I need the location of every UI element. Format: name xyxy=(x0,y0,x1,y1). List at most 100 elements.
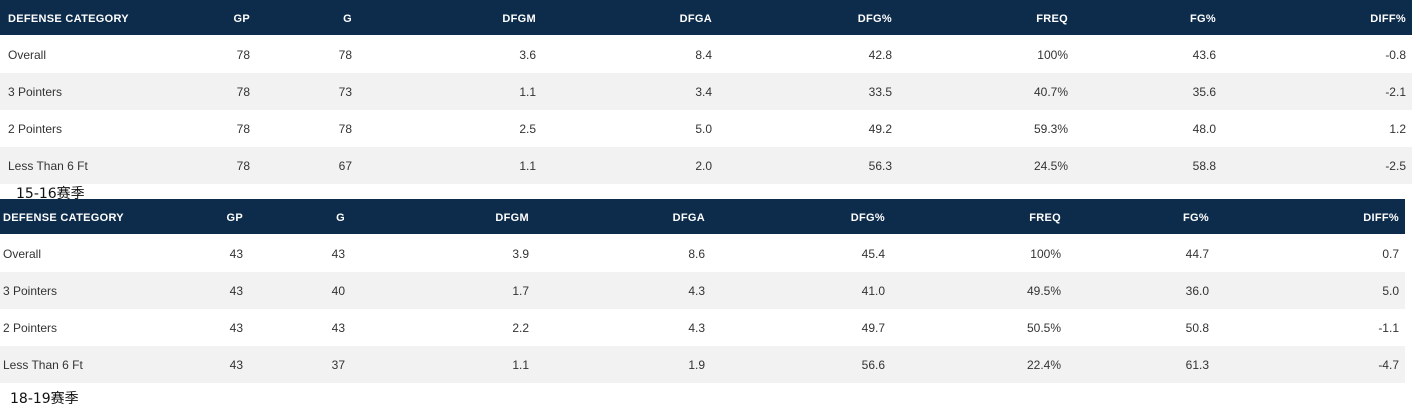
table-row: 2 Pointers 78 78 2.5 5.0 49.2 59.3% 48.0 1.2 xyxy=(0,110,1412,147)
cell-value: 100% xyxy=(1037,48,1068,62)
cell-value: -2.1 xyxy=(1385,85,1406,99)
cell-value: 1.9 xyxy=(688,358,705,372)
column-header: G xyxy=(343,13,352,25)
column-header: G xyxy=(336,212,345,224)
cell-value: 2.5 xyxy=(519,122,536,136)
column-header: FG% xyxy=(1190,13,1216,25)
cell-value: 78 xyxy=(236,85,250,99)
stats-table: DEFENSE CATEGORY GP G DFGM DFGA DFG% FREQ FG% DI… xyxy=(0,0,1412,184)
cell-value: 43.6 xyxy=(1192,48,1216,62)
season-caption: 18-19赛季 xyxy=(2,390,85,408)
cell-value: 3.4 xyxy=(695,85,712,99)
cell-value: 1.2 xyxy=(1389,122,1406,136)
cell-value: 67 xyxy=(338,159,352,173)
cell-value: 56.6 xyxy=(861,358,885,372)
cell-value: -2.5 xyxy=(1385,159,1406,173)
cell-value: 8.4 xyxy=(695,48,712,62)
column-header: DFGA xyxy=(679,13,712,25)
table-header: DEFENSE CATEGORY GP G DFGM DFGA DFG% FREQ FG% DI… xyxy=(0,199,1405,234)
cell-value: 37 xyxy=(331,358,345,372)
column-header: DIFF% xyxy=(1370,13,1406,25)
row-label: Less Than 6 Ft xyxy=(8,159,88,173)
cell-value: 1.1 xyxy=(519,85,536,99)
cell-value: 36.0 xyxy=(1185,284,1209,298)
cell-value: 41.0 xyxy=(861,284,885,298)
cell-value: 78 xyxy=(236,159,250,173)
cell-value: 3.9 xyxy=(512,247,529,261)
cell-value: 24.5% xyxy=(1033,159,1068,173)
cell-value: 43 xyxy=(229,358,243,372)
cell-value: 40 xyxy=(331,284,345,298)
column-header: DFGM xyxy=(502,13,536,25)
cell-value: 4.3 xyxy=(688,284,705,298)
cell-value: 43 xyxy=(331,247,345,261)
table-row: Less Than 6 Ft 43 37 1.1 1.9 56.6 22.4% 61.3 -4.… xyxy=(0,346,1405,383)
row-label: Overall xyxy=(8,48,47,62)
cell-value: 49.2 xyxy=(868,122,892,136)
cell-value: 44.7 xyxy=(1185,247,1209,261)
cell-value: 61.3 xyxy=(1185,358,1209,372)
cell-value: 43 xyxy=(229,284,243,298)
cell-value: 2.2 xyxy=(512,321,529,335)
cell-value: 0.7 xyxy=(1382,247,1399,261)
table-row: Overall 78 78 3.6 8.4 42.8 100% 43.6 -0.8 xyxy=(0,36,1412,73)
column-header: GP xyxy=(226,212,243,224)
cell-value: 59.3% xyxy=(1033,122,1068,136)
row-label: Overall xyxy=(3,247,42,261)
table-row: Overall 43 43 3.9 8.6 45.4 100% 44.7 0.7 xyxy=(0,235,1405,272)
cell-value: -4.7 xyxy=(1378,358,1399,372)
cell-value: 78 xyxy=(236,48,250,62)
column-header: DFGM xyxy=(495,212,529,224)
column-header: DIFF% xyxy=(1363,212,1399,224)
column-header: FG% xyxy=(1183,212,1209,224)
cell-value: 78 xyxy=(236,122,250,136)
row-label: 2 Pointers xyxy=(3,321,58,335)
table-row: 3 Pointers 78 73 1.1 3.4 33.5 40.7% 35.6 -2.1 xyxy=(0,73,1412,110)
cell-value: 42.8 xyxy=(868,48,892,62)
stats-table: DEFENSE CATEGORY GP G DFGM DFGA DFG% FREQ FG% DI… xyxy=(0,199,1405,419)
season-caption: 15-16赛季 xyxy=(8,185,91,203)
cell-value: -1.1 xyxy=(1378,321,1399,335)
cell-value: 2.0 xyxy=(695,159,712,173)
cell-value: -0.8 xyxy=(1385,48,1406,62)
column-header: DFGA xyxy=(672,212,705,224)
cell-value: 1.7 xyxy=(512,284,529,298)
row-label: 3 Pointers xyxy=(8,85,63,99)
cell-value: 8.6 xyxy=(688,247,705,261)
column-header: DFG% xyxy=(850,212,885,224)
cell-value: 43 xyxy=(229,321,243,335)
cell-value: 43 xyxy=(229,247,243,261)
cell-value: 5.0 xyxy=(695,122,712,136)
cell-value: 78 xyxy=(338,48,352,62)
table-row: 3 Pointers 43 40 1.7 4.3 41.0 49.5% 36.0 5.0 xyxy=(0,272,1405,309)
cell-value: 48.0 xyxy=(1192,122,1216,136)
column-header: FREQ xyxy=(1029,212,1061,224)
cell-value: 100% xyxy=(1030,247,1061,261)
cell-value: 1.1 xyxy=(519,159,536,173)
cell-value: 78 xyxy=(338,122,352,136)
row-label: Less Than 6 Ft xyxy=(3,358,83,372)
cell-value: 4.3 xyxy=(688,321,705,335)
cell-value: 1.1 xyxy=(512,358,529,372)
cell-value: 43 xyxy=(331,321,345,335)
cell-value: 56.3 xyxy=(868,159,892,173)
cell-value: 40.7% xyxy=(1033,85,1068,99)
cell-value: 50.5% xyxy=(1026,321,1061,335)
table-row: Less Than 6 Ft 78 67 1.1 2.0 56.3 24.5% 58.8 -2.… xyxy=(0,147,1412,184)
cell-value: 50.8 xyxy=(1185,321,1209,335)
cell-value: 3.6 xyxy=(519,48,536,62)
column-header: GP xyxy=(233,13,250,25)
cell-value: 45.4 xyxy=(861,247,885,261)
cell-value: 58.8 xyxy=(1192,159,1216,173)
column-header: DEFENSE CATEGORY xyxy=(3,212,124,224)
cell-value: 49.7 xyxy=(861,321,885,335)
column-header: DEFENSE CATEGORY xyxy=(8,13,129,25)
table-header: DEFENSE CATEGORY GP G DFGM DFGA DFG% FREQ FG% DI… xyxy=(0,0,1412,35)
row-label: 2 Pointers xyxy=(8,122,63,136)
column-header: DFG% xyxy=(857,13,892,25)
cell-value: 5.0 xyxy=(1382,284,1399,298)
cell-value: 22.4% xyxy=(1026,358,1061,372)
cell-value: 35.6 xyxy=(1192,85,1216,99)
column-header: FREQ xyxy=(1036,13,1068,25)
